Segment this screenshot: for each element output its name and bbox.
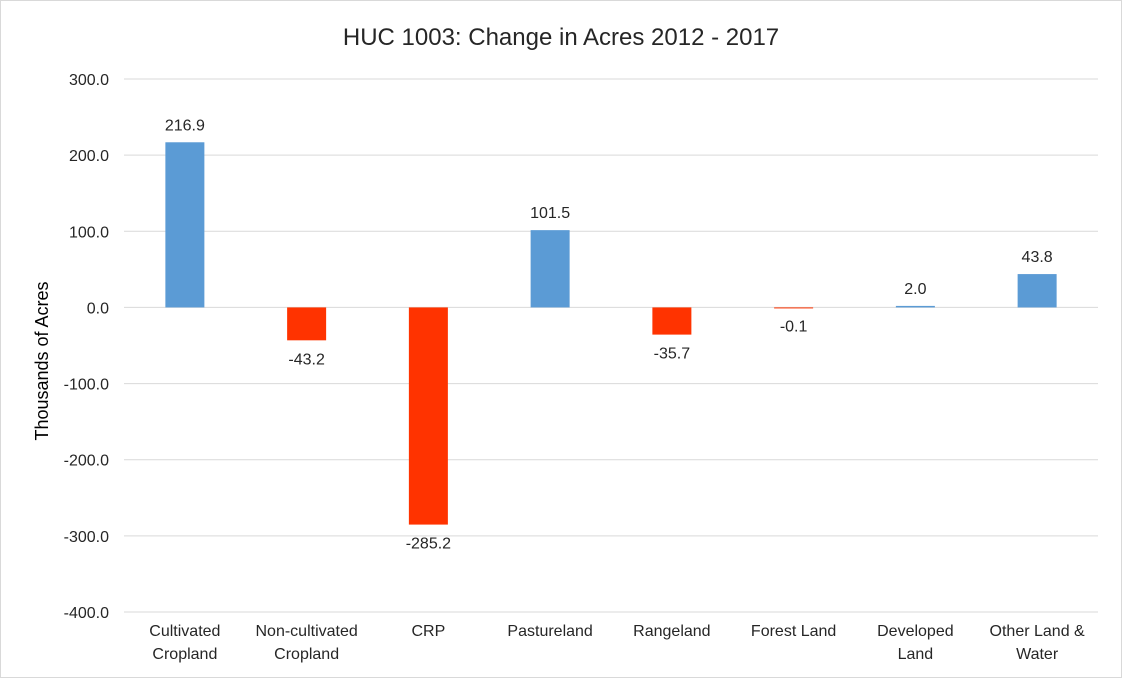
y-tick-label: 0.0 (87, 300, 109, 317)
bar (895, 305, 935, 308)
data-label: -285.2 (406, 536, 451, 553)
y-tick-label: 100.0 (69, 224, 109, 241)
bar (530, 230, 570, 308)
gridlines (124, 78, 1098, 613)
bar (408, 307, 448, 525)
data-label: 2.0 (904, 281, 926, 298)
x-category-label: Cultivated (149, 623, 220, 640)
bar (165, 142, 205, 308)
x-category-label: Rangeland (633, 623, 710, 640)
y-tick-label: -400.0 (64, 605, 109, 622)
x-axis-categories: Cultivated Cropland Non-cultivated Cropland… (149, 623, 1085, 663)
x-category-label: Developed (877, 623, 954, 640)
x-category-label: Non-cultivated (255, 623, 357, 640)
x-category-label: Forest Land (751, 623, 836, 640)
data-label: -35.7 (654, 346, 691, 363)
bar (652, 307, 692, 335)
data-label: 216.9 (165, 117, 205, 134)
data-label: -43.2 (288, 351, 325, 368)
y-tick-label: -200.0 (64, 453, 109, 470)
x-category-label: Water (1016, 646, 1059, 663)
data-labels: 216.9 -43.2 -285.2 101.5 -35.7 -0.1 2.0 43.8 (165, 117, 1053, 552)
bar (774, 307, 814, 309)
y-axis-ticks: 300.0 200.0 100.0 0.0 -100.0 -200.0 -300.0 -400… (64, 72, 109, 622)
y-tick-label: -300.0 (64, 529, 109, 546)
data-label: -0.1 (780, 319, 808, 336)
bars (165, 142, 1057, 525)
x-category-label: Land (898, 646, 934, 663)
bar (287, 307, 327, 341)
y-axis-label: Thousands of Acres (32, 281, 52, 440)
x-category-label: Pastureland (507, 623, 592, 640)
x-category-label: Cropland (274, 646, 339, 663)
bar (1017, 274, 1057, 308)
x-category-label: Other Land & (990, 623, 1086, 640)
x-category-label: Cropland (152, 646, 217, 663)
data-label: 101.5 (530, 205, 570, 222)
chart-title: HUC 1003: Change in Acres 2012 - 2017 (343, 24, 779, 51)
data-label: 43.8 (1022, 249, 1053, 266)
x-category-label: CRP (411, 623, 445, 640)
y-tick-label: 200.0 (69, 148, 109, 165)
y-tick-label: 300.0 (69, 72, 109, 89)
y-tick-label: -100.0 (64, 377, 109, 394)
